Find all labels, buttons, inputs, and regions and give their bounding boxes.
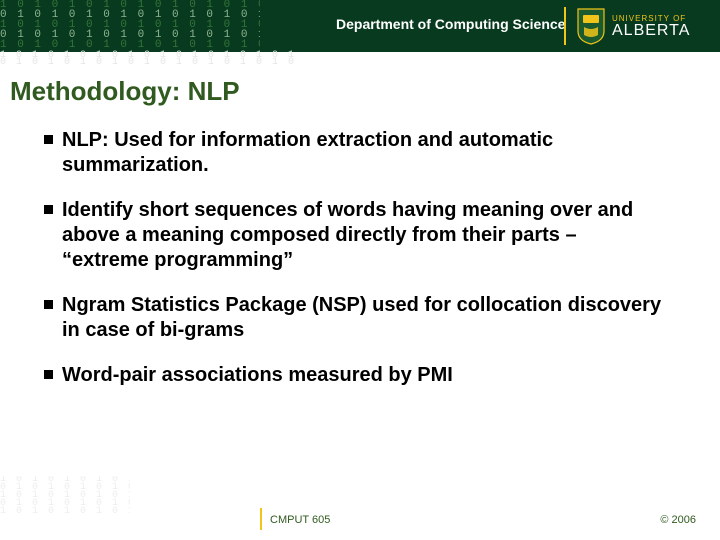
content-area: NLP: Used for information extraction and… [44,128,664,408]
crest-icon [576,7,606,45]
bullet-square-icon [44,300,53,309]
bullet-item: NLP: Used for information extraction and… [44,128,664,178]
bullet-square-icon [44,135,53,144]
logo-text: UNIVERSITY OF ALBERTA [612,14,690,39]
bullet-item: Word-pair associations measured by PMI [44,363,664,388]
bullet-text: Identify short sequences of words having… [62,198,664,273]
divider-vertical [260,508,262,530]
department-label: Department of Computing Science [336,16,565,32]
footer: 1 0 1 0 1 0 1 0 1 0 1 0 1 0 1 0 1 0 1 0 … [0,504,720,540]
bullet-item: Identify short sequences of words having… [44,198,664,273]
university-logo: UNIVERSITY OF ALBERTA [576,5,714,47]
divider-vertical [564,7,566,45]
slide: 1 0 1 0 1 0 1 0 1 0 1 0 1 0 1 0 1 0 1 0 … [0,0,720,540]
binary-line: 1 0 1 0 1 0 1 0 1 0 1 0 1 0 1 0 1 0 1 [0,508,130,516]
slide-title: Methodology: NLP [10,76,240,107]
bullet-text: Word-pair associations measured by PMI [62,363,453,388]
bullet-text: NLP: Used for information extraction and… [62,128,664,178]
footer-copyright: © 2006 [660,514,696,526]
binary-line: 1 0 1 0 1 0 1 0 1 0 1 0 1 0 1 0 1 0 1 [0,40,260,50]
bullet-text: Ngram Statistics Package (NSP) used for … [62,293,664,343]
bullet-square-icon [44,370,53,379]
bullet-square-icon [44,205,53,214]
header-bar: 1 0 1 0 1 0 1 0 1 0 1 0 1 0 1 0 1 0 1 0 … [0,0,720,52]
footer-course: CMPUT 605 [270,514,330,526]
binary-line: 0 1 0 1 0 1 0 1 0 1 0 1 0 1 0 1 0 1 0 [0,59,720,66]
logo-alberta: ALBERTA [612,23,690,39]
bullet-item: Ngram Statistics Package (NSP) used for … [44,293,664,343]
binary-shadow-icon: 1 0 1 0 1 0 1 0 1 0 1 0 1 0 1 0 1 0 1 0 … [0,52,720,66]
footer-binary-icon: 1 0 1 0 1 0 1 0 1 0 1 0 1 0 1 0 1 0 1 0 … [0,476,130,516]
binary-pattern-icon: 1 0 1 0 1 0 1 0 1 0 1 0 1 0 1 0 1 0 1 0 … [0,0,260,52]
